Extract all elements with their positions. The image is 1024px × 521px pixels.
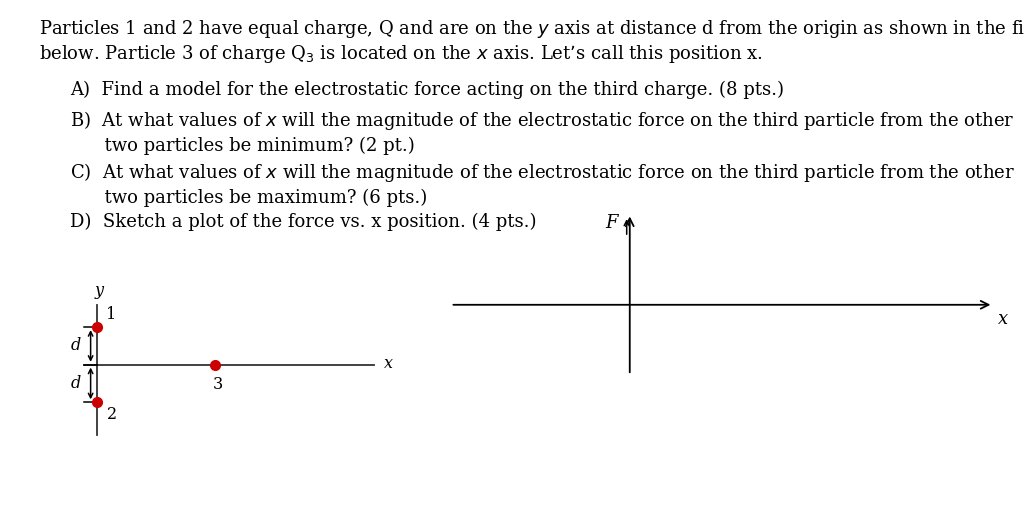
Text: F: F [605, 214, 617, 232]
Text: C)  At what values of $x$ will the magnitude of the electrostatic force on the t: C) At what values of $x$ will the magnit… [70, 161, 1015, 184]
Text: 2: 2 [106, 406, 117, 424]
Text: two particles be maximum? (6 pts.): two particles be maximum? (6 pts.) [70, 189, 427, 207]
Text: D)  Sketch a plot of the force vs. x position. (4 pts.): D) Sketch a plot of the force vs. x posi… [70, 213, 537, 231]
Text: A)  Find a model for the electrostatic force acting on the third charge. (8 pts.: A) Find a model for the electrostatic fo… [70, 81, 783, 99]
Text: 3: 3 [213, 376, 223, 393]
Text: Particles 1 and 2 have equal charge, Q and are on the $y$ axis at distance d fro: Particles 1 and 2 have equal charge, Q a… [39, 18, 1024, 40]
Text: d: d [71, 375, 82, 392]
Text: B)  At what values of $x$ will the magnitude of the electrostatic force on the t: B) At what values of $x$ will the magnit… [70, 109, 1014, 132]
Text: y: y [95, 281, 103, 299]
Text: d: d [71, 338, 82, 354]
Text: 1: 1 [106, 306, 117, 323]
Text: x: x [998, 311, 1009, 328]
Text: below. Particle 3 of charge Q$_3$ is located on the $x$ axis. Let’s call this po: below. Particle 3 of charge Q$_3$ is loc… [39, 43, 763, 65]
Text: two particles be minimum? (2 pt.): two particles be minimum? (2 pt.) [70, 137, 415, 155]
Text: x: x [384, 355, 393, 371]
